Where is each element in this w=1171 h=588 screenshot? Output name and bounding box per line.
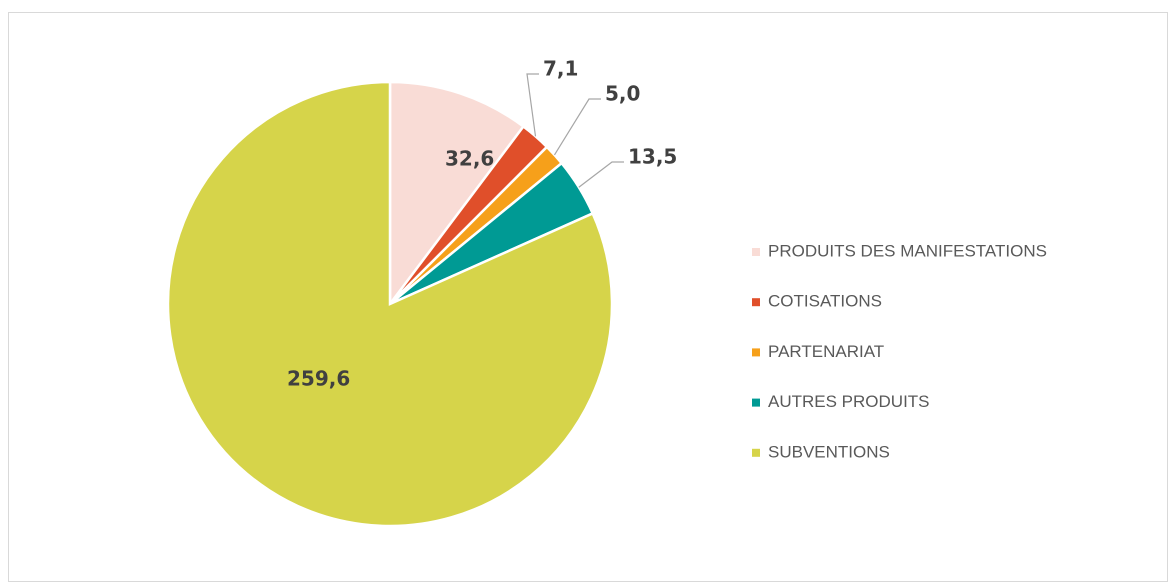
legend-label: COTISATIONS — [768, 292, 882, 311]
legend-swatch — [752, 448, 760, 457]
pie-slice — [166, 80, 614, 528]
legend-label: PRODUITS DES MANIFESTATIONS — [768, 241, 1047, 260]
legend-swatch — [752, 348, 760, 357]
pie-slice — [388, 80, 526, 308]
legend-swatch — [752, 398, 760, 407]
data-label: 13,5 — [628, 145, 677, 169]
data-label: 32,6 — [445, 147, 494, 171]
leader-line — [553, 98, 601, 156]
legend-label: SUBVENTIONS — [768, 442, 890, 461]
leader-line — [526, 73, 539, 137]
legend-label: PARTENARIAT — [768, 342, 884, 361]
data-label: 259,6 — [287, 367, 350, 391]
legend-swatch — [752, 298, 760, 307]
data-label: 7,1 — [543, 57, 578, 81]
legend-swatch — [752, 248, 760, 256]
leader-line — [578, 161, 624, 188]
legend-label: AUTRES PRODUITS — [768, 392, 930, 411]
data-label: 5,0 — [605, 82, 640, 106]
